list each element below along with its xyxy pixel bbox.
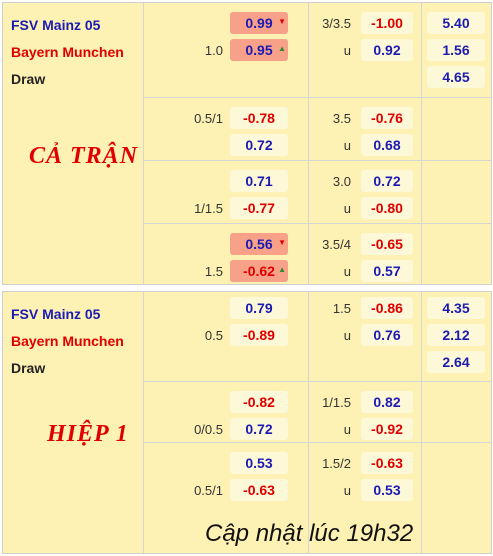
away-team-name: Bayern Munchen: [11, 44, 124, 60]
row-divider: [143, 442, 491, 443]
over-odds[interactable]: -0.76: [361, 107, 413, 129]
handicap-away-odds[interactable]: 0.72: [230, 418, 288, 440]
draw-odds[interactable]: 4.65: [427, 66, 485, 88]
under-label: u: [343, 483, 351, 498]
handicap-away-odds[interactable]: -0.63: [230, 479, 288, 501]
handicap-home-odds[interactable]: 0.79: [230, 297, 288, 319]
row-divider: [143, 97, 491, 98]
handicap-home-odds[interactable]: 0.71: [230, 170, 288, 192]
under-odds[interactable]: 0.92: [361, 39, 413, 61]
handicap-line: 1.0: [204, 43, 223, 58]
column-divider: [308, 3, 309, 284]
arrow-up-icon: ▲: [278, 265, 286, 274]
draw-label: Draw: [11, 71, 46, 87]
handicap-line: 0/0.5: [194, 422, 223, 437]
odds-value: -0.62: [243, 263, 275, 279]
over-odds[interactable]: -0.86: [361, 297, 413, 319]
full-match-label: CẢ TRẬN: [29, 143, 139, 169]
over-odds[interactable]: -0.63: [361, 452, 413, 474]
home-win-odds[interactable]: 4.35: [427, 297, 485, 319]
under-odds[interactable]: 0.57: [361, 260, 413, 282]
under-odds[interactable]: -0.80: [361, 197, 413, 219]
away-win-odds[interactable]: 1.56: [427, 39, 485, 61]
column-divider: [421, 292, 422, 553]
row-divider: [143, 160, 491, 161]
under-odds[interactable]: 0.68: [361, 134, 413, 156]
draw-label: Draw: [11, 360, 46, 376]
row-divider: [143, 223, 491, 224]
handicap-away-odds[interactable]: -0.77: [230, 197, 288, 219]
over-under-line: 3.0: [332, 174, 351, 189]
arrow-down-icon: ▼: [278, 238, 286, 247]
under-label: u: [343, 264, 351, 279]
odds-value: -0.63: [243, 482, 275, 498]
first-half-panel: FSV Mainz 05 Bayern Munchen Draw HIỆP 1 0.5 0…: [2, 291, 492, 554]
odds-value: -0.82: [243, 394, 275, 410]
under-label: u: [343, 43, 351, 58]
first-half-label: HIỆP 1: [47, 421, 129, 447]
handicap-home-odds[interactable]: 0.99 ▼: [230, 12, 288, 34]
handicap-line: 1/1.5: [194, 201, 223, 216]
away-team-name: Bayern Munchen: [11, 333, 124, 349]
odds-value: -0.77: [243, 200, 275, 216]
column-divider: [143, 292, 144, 553]
odds-value: 0.72: [245, 421, 273, 437]
handicap-home-odds[interactable]: 0.56 ▼: [230, 233, 288, 255]
odds-value: -0.78: [243, 110, 275, 126]
arrow-down-icon: ▼: [278, 17, 286, 26]
row-divider: [143, 381, 491, 382]
handicap-home-odds[interactable]: -0.78: [230, 107, 288, 129]
handicap-home-odds[interactable]: 0.53: [230, 452, 288, 474]
over-under-line: 3.5: [332, 111, 351, 126]
column-divider: [143, 3, 144, 284]
over-odds[interactable]: -0.65: [361, 233, 413, 255]
away-win-odds[interactable]: 2.12: [427, 324, 485, 346]
arrow-up-icon: ▲: [278, 44, 286, 53]
odds-value: 0.99: [245, 15, 273, 31]
handicap-line: 0.5: [204, 328, 223, 343]
handicap-line: 1.5: [204, 264, 223, 279]
handicap-line: 0.5/1: [194, 111, 223, 126]
column-divider: [308, 292, 309, 553]
under-label: u: [343, 422, 351, 437]
odds-value: -0.89: [243, 327, 275, 343]
odds-value: 0.56: [245, 236, 273, 252]
over-under-line: 3.5/4: [322, 237, 351, 252]
handicap-away-odds[interactable]: -0.89: [230, 324, 288, 346]
odds-value: 0.79: [245, 300, 273, 316]
home-win-odds[interactable]: 5.40: [427, 12, 485, 34]
handicap-away-odds[interactable]: 0.95 ▲: [230, 39, 288, 61]
full-match-panel: FSV Mainz 05 Bayern Munchen Draw CẢ TRẬN 1.0…: [2, 2, 492, 285]
handicap-away-odds[interactable]: -0.62 ▲: [230, 260, 288, 282]
over-under-line: 1.5/2: [322, 456, 351, 471]
over-odds[interactable]: -1.00: [361, 12, 413, 34]
draw-odds[interactable]: 2.64: [427, 351, 485, 373]
odds-value: 0.71: [245, 173, 273, 189]
under-label: u: [343, 201, 351, 216]
over-odds[interactable]: 0.72: [361, 170, 413, 192]
update-note: Cập nhật lúc 19h32: [205, 520, 414, 547]
odds-value: 0.95: [245, 42, 273, 58]
handicap-line: 0.5/1: [194, 483, 223, 498]
under-odds[interactable]: 0.76: [361, 324, 413, 346]
under-label: u: [343, 328, 351, 343]
handicap-away-odds[interactable]: 0.72: [230, 134, 288, 156]
handicap-home-odds[interactable]: -0.82: [230, 391, 288, 413]
odds-value: 0.53: [245, 455, 273, 471]
under-odds[interactable]: 0.53: [361, 479, 413, 501]
over-under-line: 1.5: [332, 301, 351, 316]
over-odds[interactable]: 0.82: [361, 391, 413, 413]
under-label: u: [343, 138, 351, 153]
under-odds[interactable]: -0.92: [361, 418, 413, 440]
over-under-line: 3/3.5: [322, 16, 351, 31]
home-team-name: FSV Mainz 05: [11, 17, 101, 33]
column-divider: [421, 3, 422, 284]
home-team-name: FSV Mainz 05: [11, 306, 101, 322]
odds-value: 0.72: [245, 137, 273, 153]
over-under-line: 1/1.5: [322, 395, 351, 410]
